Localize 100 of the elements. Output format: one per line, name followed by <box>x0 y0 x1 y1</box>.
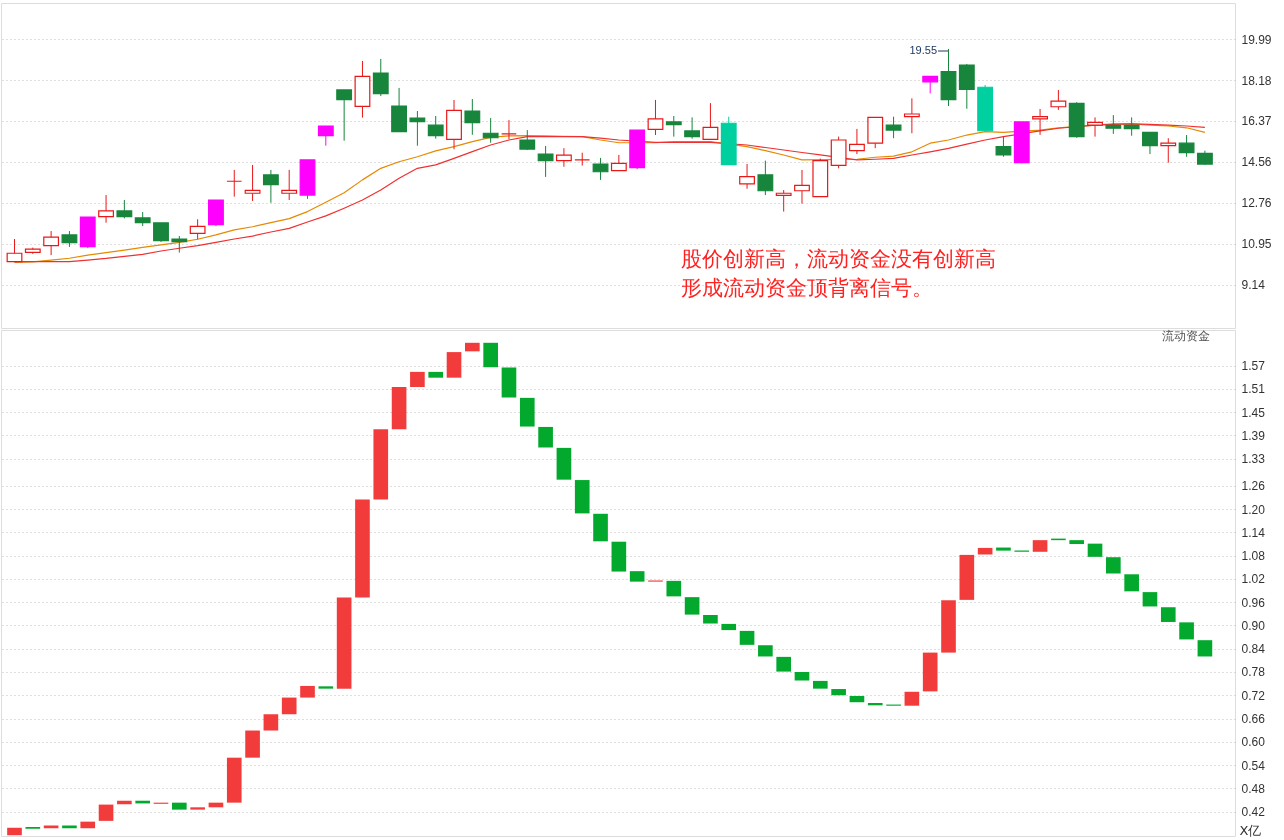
y-tick-label: 0.90 <box>1241 618 1266 633</box>
candlestick <box>592 157 609 181</box>
candlestick <box>98 194 114 224</box>
bar <box>1032 540 1048 552</box>
y-tick-label: 0.60 <box>1241 735 1266 750</box>
y-tick-label: 0.42 <box>1241 805 1266 820</box>
bar <box>245 730 260 758</box>
y-tick-label: 0.72 <box>1241 688 1266 703</box>
bar <box>574 480 590 514</box>
candlestick <box>1123 116 1140 137</box>
candlestick <box>1178 134 1195 158</box>
candlestick <box>903 97 920 134</box>
bar <box>410 371 425 387</box>
candlestick <box>427 115 444 140</box>
candlestick <box>537 145 554 178</box>
y-tick-label: 0.54 <box>1241 758 1266 773</box>
bar <box>1160 607 1176 622</box>
bar <box>538 426 553 448</box>
bar <box>171 802 187 810</box>
bar <box>666 580 682 597</box>
bar <box>831 689 846 696</box>
bar <box>1124 574 1139 592</box>
y-tick-label: 0.96 <box>1241 595 1266 610</box>
bar <box>776 656 791 672</box>
bar <box>922 652 938 692</box>
bar <box>446 352 462 378</box>
y-tick-label: 1.45 <box>1241 405 1266 420</box>
bar <box>373 429 389 500</box>
y-tick-label: 1.08 <box>1241 549 1266 564</box>
bar <box>1179 622 1194 640</box>
candlestick <box>226 169 243 198</box>
chart-title: 流动资金 <box>1162 329 1211 343</box>
candlestick <box>317 125 334 147</box>
bar <box>1087 543 1103 557</box>
candlestick <box>281 169 298 201</box>
bar <box>336 597 352 689</box>
candlestick <box>1105 114 1122 135</box>
candlestick <box>775 189 792 213</box>
candlestick <box>995 136 1012 158</box>
candlestick <box>849 128 865 155</box>
bar <box>721 623 737 631</box>
y-tick-label: 1.51 <box>1241 382 1266 397</box>
candlestick <box>519 129 536 151</box>
candlestick <box>794 169 810 205</box>
y-tick-label: 0.48 <box>1241 781 1266 796</box>
candlestick <box>1050 89 1067 111</box>
bar <box>703 614 718 624</box>
y-tick-label: 12.76 <box>1241 196 1272 211</box>
bar <box>941 600 956 653</box>
y-tick-label: 1.57 <box>1241 359 1266 374</box>
candlestick <box>555 147 572 168</box>
candlestick <box>189 218 206 240</box>
candlestick <box>482 117 499 144</box>
candlestick <box>244 164 261 202</box>
candlestick <box>665 115 682 138</box>
bar <box>904 691 920 706</box>
bar <box>739 630 755 645</box>
bar <box>1197 640 1213 657</box>
bar <box>483 342 498 368</box>
candlestick <box>757 160 774 196</box>
bar <box>794 671 810 681</box>
bar <box>1142 592 1158 607</box>
bar <box>959 554 975 600</box>
bar <box>80 821 96 829</box>
candlestick <box>610 154 627 172</box>
candlestick <box>372 58 389 97</box>
bar <box>263 714 279 731</box>
bar <box>501 367 517 398</box>
bar <box>318 686 334 689</box>
bar <box>996 547 1011 551</box>
candlestick <box>1032 108 1048 136</box>
candlestick <box>409 110 426 147</box>
bar <box>611 541 627 572</box>
bar <box>593 513 608 542</box>
bar <box>281 697 297 715</box>
y-tick-label: 18.18 <box>1241 73 1272 88</box>
y-tick-label: 1.33 <box>1241 452 1266 467</box>
bar <box>98 804 114 821</box>
bar <box>226 757 242 803</box>
y-tick-label: 0.84 <box>1241 642 1266 657</box>
y-tick-label: 16.37 <box>1241 114 1272 129</box>
candlestick <box>885 116 902 139</box>
y-tick-label: 10.95 <box>1241 237 1272 252</box>
bar <box>355 499 370 598</box>
candlestick <box>153 222 169 243</box>
candlestick <box>739 163 755 190</box>
bar <box>428 371 444 378</box>
y-tick-label: 1.14 <box>1241 525 1266 540</box>
candlestick <box>336 89 353 142</box>
candlestick <box>501 119 517 140</box>
bar <box>1106 557 1121 574</box>
bar <box>812 680 828 689</box>
annotation: 股价创新高，流动资金没有创新高 <box>681 247 996 271</box>
bar <box>556 447 572 480</box>
bar <box>190 807 205 810</box>
bar <box>1069 540 1085 545</box>
candlestick <box>647 99 664 136</box>
bar <box>629 571 645 582</box>
candlestick <box>702 102 719 140</box>
candlestick <box>43 230 60 256</box>
